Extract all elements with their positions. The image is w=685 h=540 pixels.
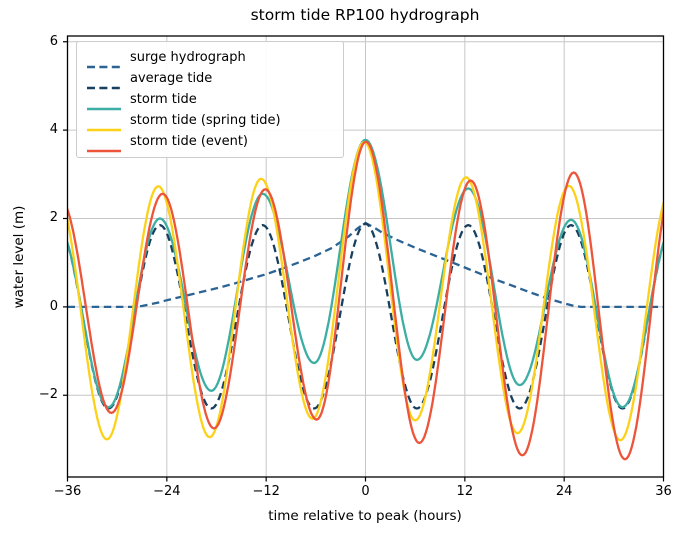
- x-tick-label: 0: [361, 484, 370, 499]
- y-tick-label: 6: [49, 33, 58, 49]
- legend-item-storm-tide-event: storm tide (event): [87, 131, 333, 152]
- legend-item-storm-tide-spring: storm tide (spring tide): [87, 110, 333, 131]
- legend-label: average tide: [130, 71, 213, 86]
- legend-line-icon: [87, 118, 121, 131]
- chart-title: storm tide RP100 hydrograph: [250, 6, 480, 24]
- series-line-storm-tide-spring-tide: [67, 140, 664, 442]
- legend-label: surge hydrograph: [130, 50, 246, 65]
- x-axis-label: time relative to peak (hours): [268, 508, 462, 524]
- legend-label: storm tide (spring tide): [130, 113, 281, 128]
- series-line-storm-tide: [67, 138, 664, 409]
- legend-label: storm tide (event): [130, 134, 248, 149]
- y-axis-label: water level (m): [11, 205, 27, 309]
- series-line-storm-tide-event: [67, 140, 664, 461]
- x-tick-label: −24: [153, 484, 181, 499]
- legend-item-average-tide: average tide: [87, 68, 333, 89]
- legend-item-surge-hydrograph: surge hydrograph: [87, 47, 333, 68]
- x-tick-label: 36: [655, 484, 672, 499]
- legend: surge hydrograph average tide storm tide…: [76, 41, 344, 158]
- x-tick-label: 24: [555, 484, 573, 499]
- legend-line-icon: [87, 76, 121, 89]
- x-tick-label: −36: [53, 484, 82, 499]
- y-tick-label: −2: [38, 387, 58, 403]
- x-tick-label: −12: [252, 484, 280, 499]
- series-line-average-tide: [67, 222, 664, 410]
- legend-item-storm-tide: storm tide: [87, 89, 333, 110]
- x-tick-label: 12: [456, 484, 474, 499]
- y-tick-label: 0: [49, 298, 58, 314]
- legend-line-icon: [87, 55, 121, 68]
- legend-label: storm tide: [130, 92, 197, 107]
- y-tick-label: 2: [49, 210, 58, 226]
- y-tick-label: 4: [49, 122, 58, 138]
- legend-line-icon: [87, 97, 121, 110]
- legend-line-icon: [87, 139, 121, 152]
